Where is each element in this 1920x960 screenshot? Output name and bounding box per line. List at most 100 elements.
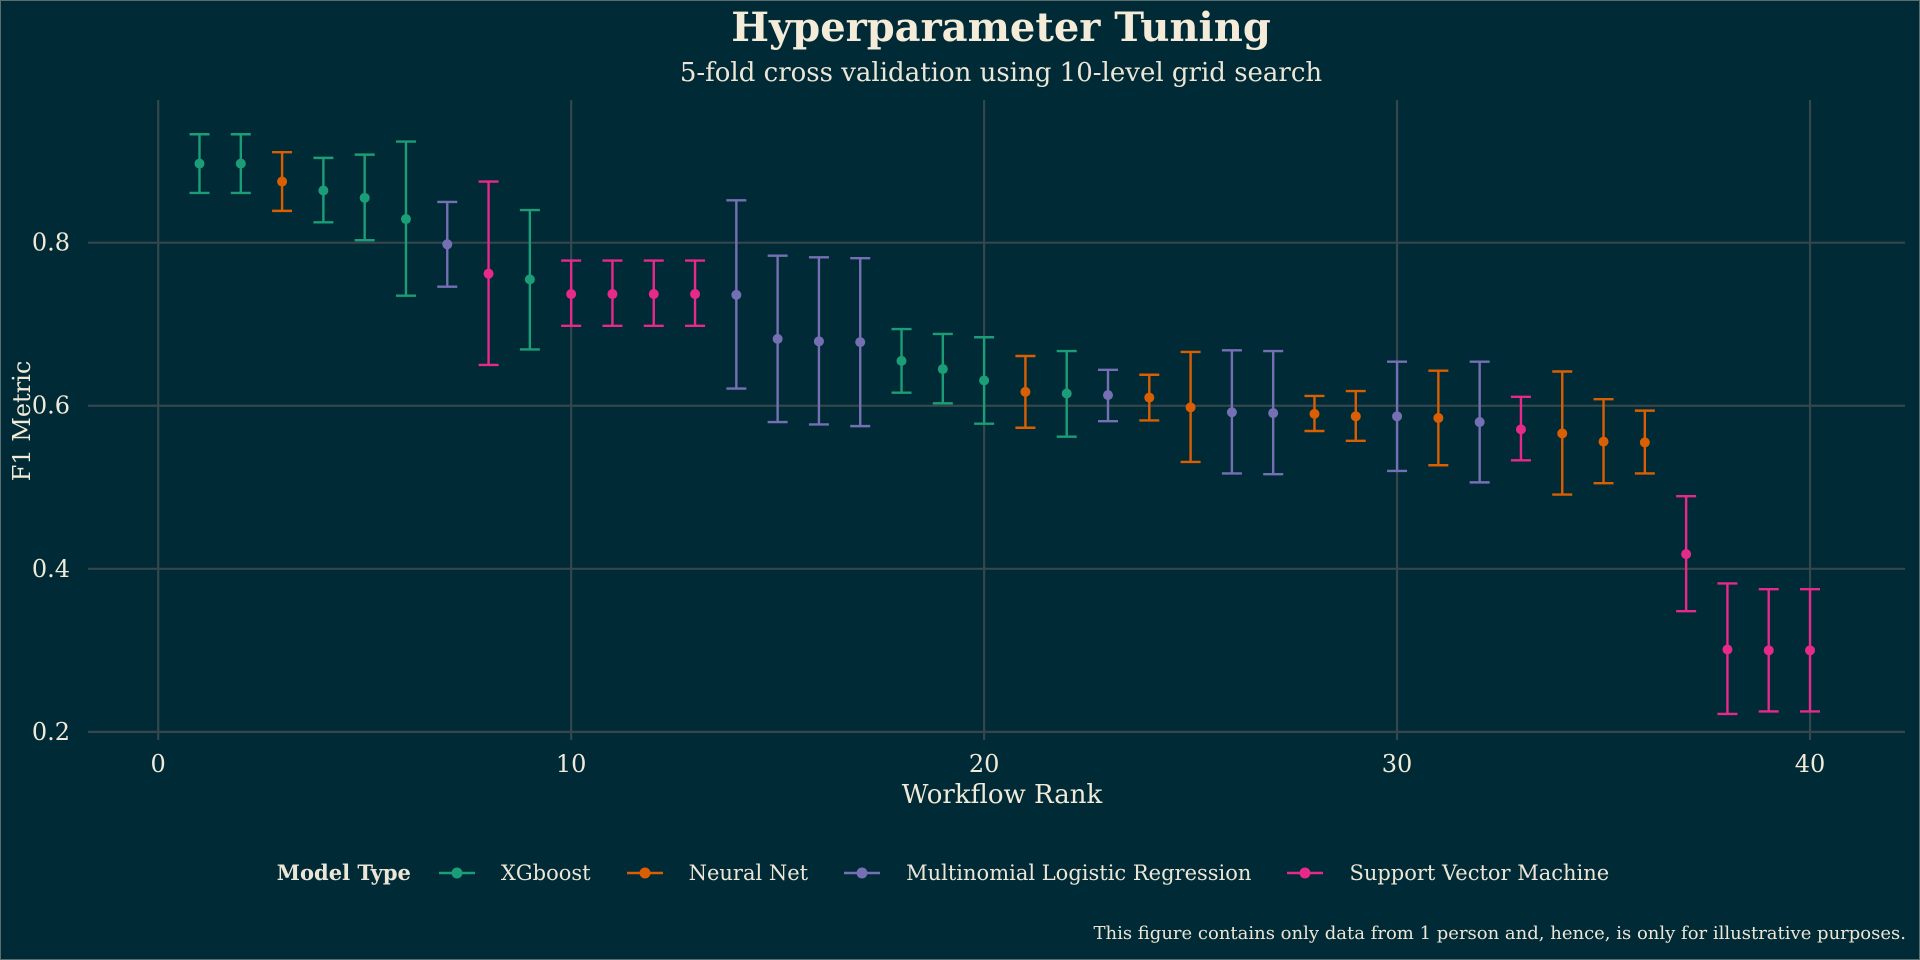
workflow-point-34 — [1552, 370, 1573, 496]
legend-key-dot — [1299, 867, 1311, 878]
tick-labels: 0.2 0.4 0.6 0.8 0 10 20 30 40 — [32, 229, 1825, 778]
mean-point — [524, 274, 535, 285]
mean-point — [1350, 411, 1361, 422]
workflow-point-36 — [1634, 409, 1655, 475]
legend: Model Type XGboost Neural Net Multinomia… — [0, 860, 1920, 885]
workflow-point-38 — [1717, 582, 1738, 716]
mean-point — [442, 239, 453, 250]
workflow-point-27 — [1263, 349, 1284, 476]
workflow-point-39 — [1758, 587, 1779, 713]
chart-plot: 0.2 0.4 0.6 0.8 0 10 20 30 40 Workflow Rank F1 M… — [8, 100, 1905, 810]
legend-item-neural-net: Neural Net — [625, 860, 809, 885]
mean-point — [1763, 645, 1774, 656]
y-tick-label: 0.2 — [32, 718, 70, 746]
workflow-point-29 — [1345, 389, 1366, 442]
mean-point — [359, 192, 370, 203]
y-tick-label: 0.6 — [32, 392, 70, 420]
workflow-point-23 — [1097, 368, 1118, 423]
legend-item-mlr: Multinomial Logistic Regression — [842, 861, 1251, 885]
x-axis-label: Workflow Rank — [902, 780, 1103, 810]
legend-key-neural-net — [626, 867, 663, 878]
mean-point — [194, 158, 205, 169]
y-tick-label: 0.4 — [32, 555, 70, 583]
mean-point — [400, 214, 411, 225]
legend-item-xgboost: XGboost — [437, 861, 591, 885]
workflow-point-25 — [1180, 350, 1201, 464]
mean-point — [483, 268, 494, 279]
mean-point — [1268, 408, 1279, 419]
workflow-point-2 — [230, 133, 251, 195]
workflow-point-31 — [1428, 369, 1449, 467]
mean-point — [1474, 417, 1485, 428]
workflow-point-35 — [1593, 398, 1614, 485]
legend-label-svm: Support Vector Machine — [1349, 860, 1610, 885]
mean-point — [648, 289, 659, 300]
mean-point — [772, 333, 783, 344]
legend-title: Model Type — [276, 860, 411, 885]
workflow-point-17 — [850, 256, 871, 428]
mean-point — [1392, 411, 1403, 422]
legend-item-svm: Support Vector Machine — [1285, 861, 1609, 885]
workflow-point-3 — [272, 150, 293, 213]
workflow-point-32 — [1469, 360, 1490, 484]
mean-point — [277, 176, 288, 187]
x-tick-label: 40 — [1795, 750, 1826, 778]
x-tick-label: 0 — [151, 750, 166, 778]
x-tick-label: 10 — [556, 750, 587, 778]
chart-subtitle: 5-fold cross validation using 10-level g… — [679, 58, 1323, 88]
mean-point — [235, 158, 246, 169]
mean-point — [1722, 644, 1733, 655]
mean-point — [979, 375, 990, 386]
mean-point — [1433, 412, 1444, 423]
workflow-point-13 — [685, 259, 706, 328]
workflow-point-22 — [1056, 349, 1077, 438]
workflow-point-12 — [643, 259, 664, 328]
legend-key-dot — [451, 867, 463, 878]
mean-point — [690, 289, 701, 300]
mean-point — [1309, 408, 1320, 419]
workflow-point-10 — [561, 259, 582, 328]
legend-key-mlr — [844, 867, 881, 878]
workflow-point-40 — [1800, 587, 1821, 713]
x-tick-label: 30 — [1382, 750, 1413, 778]
legend-key-dot — [639, 867, 651, 878]
mean-point — [566, 289, 577, 300]
workflow-point-18 — [891, 327, 912, 394]
workflow-point-19 — [932, 332, 953, 405]
mean-point — [318, 185, 329, 196]
caption: This figure contains only data from 1 pe… — [1093, 923, 1906, 944]
mean-point — [937, 364, 948, 375]
workflow-point-20 — [974, 336, 995, 425]
workflow-point-1 — [189, 133, 210, 195]
mean-point — [1598, 436, 1609, 447]
workflow-point-21 — [1015, 354, 1036, 429]
mean-point — [1805, 645, 1816, 656]
workflow-point-7 — [437, 200, 458, 288]
workflow-point-5 — [354, 153, 375, 242]
legend-label-xgboost: XGboost — [500, 860, 591, 885]
workflow-point-30 — [1387, 360, 1408, 473]
workflow-point-26 — [1221, 349, 1242, 475]
mean-point — [1102, 390, 1113, 401]
workflow-point-15 — [767, 254, 788, 424]
mean-point — [1020, 386, 1031, 397]
mean-point — [1061, 388, 1072, 399]
mean-point — [1639, 437, 1650, 448]
chart-title: Hyperparameter Tuning — [731, 4, 1271, 51]
workflow-point-8 — [478, 180, 499, 367]
mean-point — [1226, 407, 1237, 418]
workflow-point-9 — [519, 208, 540, 351]
legend-key-dot — [856, 867, 868, 878]
legend-label-neural-net: Neural Net — [688, 860, 809, 885]
workflow-point-4 — [313, 156, 334, 224]
mean-point — [1144, 392, 1155, 403]
y-axis-label: F1 Metric — [8, 361, 36, 482]
y-tick-label: 0.8 — [32, 229, 70, 257]
mean-point — [1557, 428, 1568, 439]
workflow-point-33 — [1510, 395, 1531, 462]
mean-point — [607, 289, 618, 300]
legend-key-xgboost — [438, 867, 475, 878]
workflow-point-28 — [1304, 394, 1325, 433]
mean-point — [731, 289, 742, 300]
mean-point — [1681, 549, 1692, 560]
